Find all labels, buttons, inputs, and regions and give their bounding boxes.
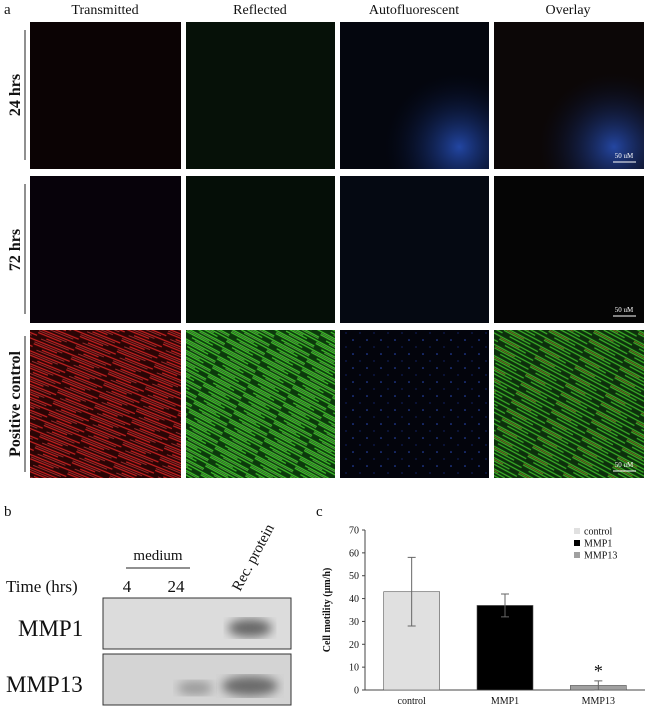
bar: [476, 605, 534, 691]
medium-label: medium: [133, 548, 182, 564]
panel-label: c: [316, 504, 323, 520]
y-tick-label: 40: [349, 594, 359, 605]
blot-label: MMP13: [6, 672, 83, 697]
time-point: 24: [168, 577, 186, 596]
y-tick-label: 0: [354, 686, 359, 697]
legend-label: control: [584, 527, 613, 538]
legend-swatch: [574, 540, 580, 546]
micrographs: [30, 22, 644, 478]
annotation: *: [594, 661, 603, 681]
column-header: Transmitted: [71, 3, 138, 18]
column-header: Overlay: [545, 3, 590, 18]
error-bar: [594, 680, 603, 691]
scale-bars: 50 uM 50 uM 50 uM: [613, 152, 636, 472]
blot-label: MMP1: [18, 616, 83, 641]
time-point: 4: [123, 577, 132, 596]
error-bar: [501, 593, 509, 618]
time-label: Time (hrs): [6, 577, 78, 596]
legend-label: MMP1: [584, 539, 612, 550]
x-tick-label: MMP1: [491, 696, 519, 706]
scale-bar-label: 50 uM: [615, 306, 634, 314]
x-tick-label: control: [398, 696, 427, 706]
legend-swatch: [574, 528, 580, 534]
y-tick-label: 70: [349, 526, 359, 537]
y-tick-label: 10: [349, 663, 359, 674]
row-label: Positive control: [7, 350, 24, 456]
y-axis-label: Cell motility (μm/h): [322, 568, 333, 653]
x-tick-label: MMP13: [582, 696, 615, 706]
scale-bar-label: 50 uM: [615, 461, 634, 469]
scale-bar-label: 50 uM: [615, 152, 634, 160]
panel-label: a: [4, 2, 11, 18]
row-label: 72 hrs: [7, 229, 24, 271]
y-tick-label: 30: [349, 617, 359, 628]
column-header: Autofluorescent: [369, 3, 459, 18]
y-tick-label: 50: [349, 571, 359, 582]
blots: [102, 597, 292, 706]
row-label: 24 hrs: [7, 74, 24, 116]
y-tick-label: 20: [349, 640, 359, 651]
y-tick-label: 60: [349, 548, 359, 559]
error-bar: [407, 556, 416, 627]
panel-label: b: [4, 504, 12, 520]
column-header: Reflected: [233, 3, 287, 18]
legend-swatch: [574, 552, 580, 558]
rec-protein-label: Rec. protein: [229, 521, 278, 594]
legend-label: MMP13: [584, 551, 617, 562]
